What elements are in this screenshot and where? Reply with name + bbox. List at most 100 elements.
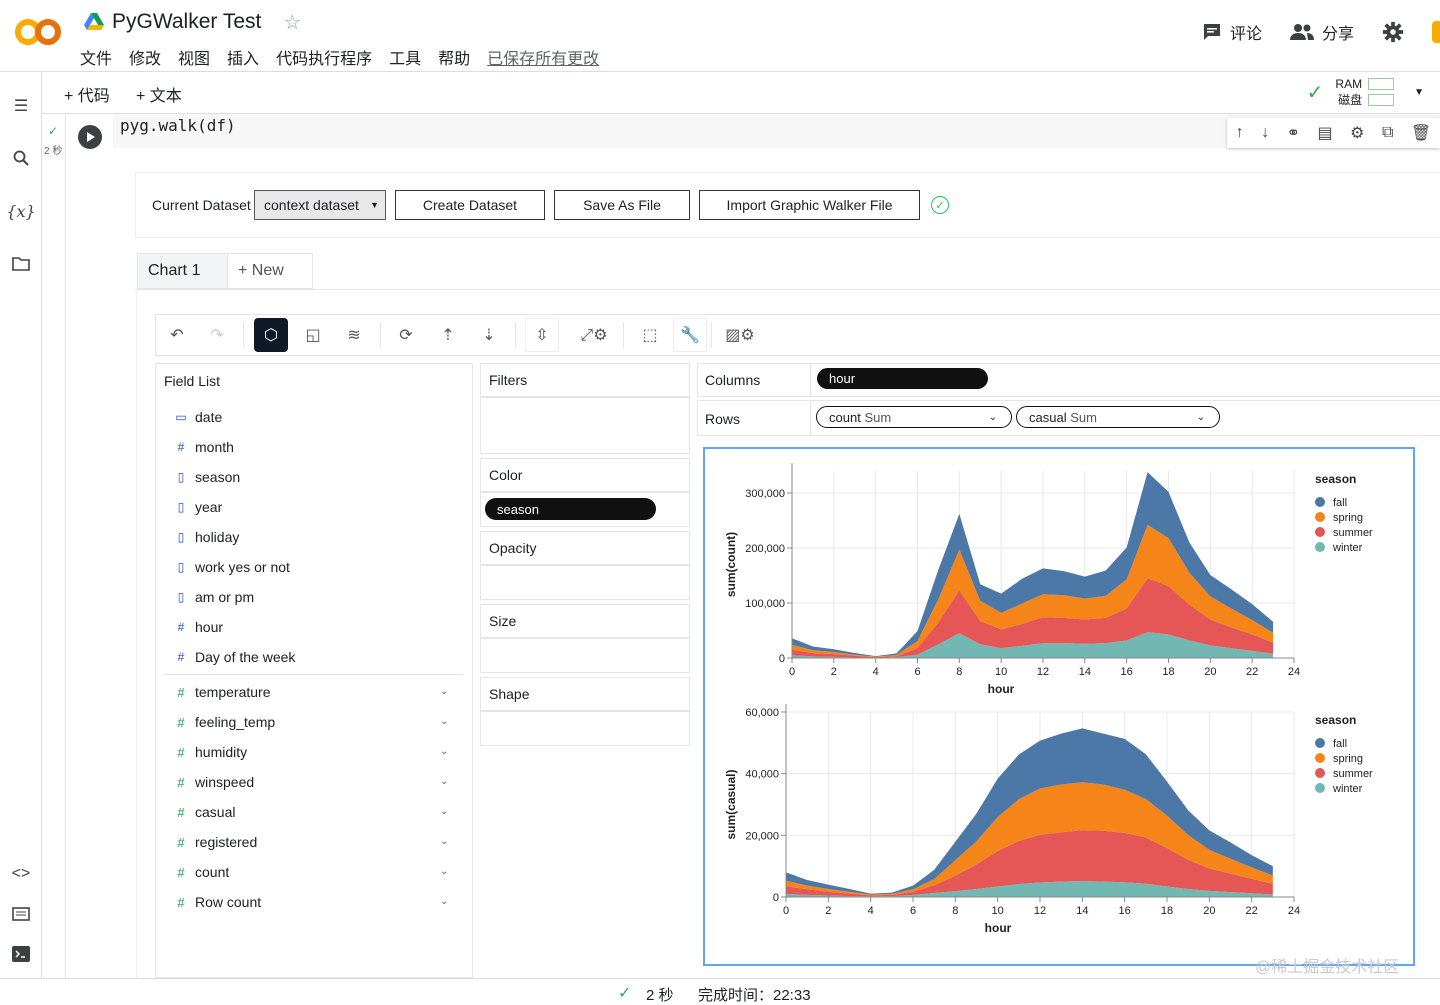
dimension-field[interactable]: ▯ year [175, 499, 223, 515]
rows-field-pill-casual[interactable]: casual Sum ⌄ [1016, 406, 1220, 428]
menu-file[interactable]: 文件 [80, 51, 113, 68]
redo-icon[interactable]: ↷ [210, 327, 224, 344]
delete-cell-icon[interactable]: 🗑 [1410, 125, 1432, 142]
shape-dropzone[interactable] [480, 711, 690, 746]
measure-field[interactable]: # Row count [175, 894, 261, 910]
search-icon[interactable] [9, 146, 33, 170]
opacity-dropzone[interactable] [480, 565, 690, 600]
comment-button[interactable]: 评论 [1202, 20, 1262, 44]
menu-view[interactable]: 视图 [178, 51, 211, 68]
menu-runtime[interactable]: 代码执行程序 [276, 51, 373, 68]
share-button[interactable]: 分享 [1289, 20, 1354, 44]
color-dropzone[interactable] [480, 492, 690, 527]
chevron-down-icon[interactable]: ⌄ [440, 776, 449, 787]
dimension-field[interactable]: # Day of the week [175, 649, 296, 665]
legend-label: spring [1333, 512, 1363, 524]
chevron-down-icon[interactable]: ⌄ [440, 896, 449, 907]
export-image-icon[interactable]: ▨⚙ [725, 327, 755, 344]
chevron-down-icon[interactable]: ⌄ [1196, 411, 1205, 423]
variables-icon[interactable]: {x} [6, 201, 36, 221]
add-code-button[interactable]: + 代码 [64, 88, 110, 105]
wrench-icon[interactable]: 🔧 [673, 318, 707, 352]
menu-edit[interactable]: 修改 [129, 51, 162, 68]
resources-dropdown-icon[interactable]: ▼ [1414, 86, 1424, 98]
menu-insert[interactable]: 插入 [227, 51, 260, 68]
toc-icon[interactable]: ☰ [13, 98, 29, 115]
mirror-cell-icon[interactable]: ⧉ [1381, 124, 1394, 141]
field-label: work yes or not [195, 559, 290, 575]
move-up-icon[interactable]: ↑ [1235, 124, 1244, 141]
code-snippets-icon[interactable]: <> [11, 865, 31, 882]
undo-icon[interactable]: ↶ [170, 327, 184, 344]
saved-status[interactable]: 已保存所有更改 [487, 51, 600, 68]
measure-field[interactable]: # winspeed [175, 774, 254, 790]
chevron-down-icon[interactable]: ⌄ [440, 836, 449, 847]
size-dropzone[interactable] [480, 638, 690, 673]
sort-descending-icon[interactable]: ⇣ [482, 327, 496, 344]
dimension-field[interactable]: ▯ holiday [175, 529, 240, 545]
transpose-icon[interactable]: ⟳ [399, 327, 413, 344]
create-dataset-button[interactable]: Create Dataset [395, 190, 545, 220]
save-as-file-button[interactable]: Save As File [554, 190, 690, 220]
color-field-pill[interactable]: season [485, 498, 656, 520]
chevron-down-icon[interactable]: ⌄ [440, 806, 449, 817]
colab-logo[interactable] [14, 14, 62, 50]
chevron-down-icon[interactable]: ⌄ [440, 866, 449, 877]
settings-icon[interactable] [1382, 21, 1404, 43]
sort-ascending-icon[interactable]: ⇡ [441, 327, 455, 344]
code-editor[interactable] [113, 114, 1440, 148]
chevron-down-icon[interactable]: ⌄ [440, 686, 449, 697]
tab-chart-1[interactable]: Chart 1 [137, 253, 228, 289]
notebook-title[interactable]: PyGWalker Test [112, 10, 262, 33]
legend-swatch [1315, 497, 1325, 507]
measure-field[interactable]: # casual [175, 804, 235, 820]
chevron-down-icon[interactable]: ⌄ [440, 746, 449, 757]
dimension-field[interactable]: ▯ am or pm [175, 589, 254, 605]
filters-dropzone[interactable] [480, 397, 690, 454]
filters-label: Filters [489, 372, 528, 388]
measure-field[interactable]: # feeling_temp [175, 714, 275, 730]
x-tick-label: 12 [1037, 666, 1049, 678]
dimension-field[interactable]: ▯ work yes or not [175, 559, 290, 575]
resources-indicator[interactable]: ✓ RAM 磁盘 ▼ [1307, 76, 1424, 108]
tab-new[interactable]: + New [228, 253, 313, 289]
measure-field[interactable]: # temperature [175, 684, 270, 700]
measure-field[interactable]: # humidity [175, 744, 247, 760]
columns-field-pill[interactable]: hour [817, 368, 988, 389]
chevron-down-icon[interactable]: ⌄ [988, 411, 997, 423]
dimension-field[interactable]: ▭ date [175, 409, 222, 425]
cell-settings-icon[interactable]: ⚙ [1350, 125, 1365, 142]
folder-icon[interactable] [9, 252, 33, 276]
account-avatar[interactable] [1432, 21, 1440, 43]
run-cell-button[interactable] [78, 125, 102, 149]
dimension-field[interactable]: ▯ season [175, 469, 240, 485]
import-file-button[interactable]: Import Graphic Walker File [699, 190, 920, 220]
layers-icon[interactable]: ≋ [347, 327, 361, 344]
dimension-field[interactable]: # hour [175, 619, 223, 635]
mark-type-cube-icon[interactable]: ⬡ [254, 318, 288, 352]
command-palette-icon[interactable] [9, 902, 33, 926]
link-icon[interactable]: ⚭ [1286, 125, 1301, 142]
measure-field[interactable]: # registered [175, 834, 257, 850]
toolbar-separator [243, 322, 244, 348]
axis-resize-icon[interactable]: ⇳ [525, 318, 559, 352]
add-text-button[interactable]: + 文本 [136, 88, 182, 105]
menu-help[interactable]: 帮助 [438, 51, 471, 68]
chart-canvas[interactable]: 0 2 4 6 8 10 12 14 16 18 20 22 240100,000200,000300,… [705, 449, 1413, 964]
terminal-icon[interactable] [9, 942, 33, 966]
star-icon[interactable]: ☆ [283, 11, 302, 34]
hash-icon: # [177, 804, 185, 820]
comment-cell-icon[interactable]: ▤ [1317, 125, 1333, 142]
code-text[interactable]: pyg.walk(df) [120, 116, 236, 135]
chevron-down-icon[interactable]: ⌄ [440, 716, 449, 727]
dimension-field[interactable]: # month [175, 439, 234, 455]
dataset-select[interactable]: context dataset ▼ [254, 190, 386, 220]
measure-field[interactable]: # count [175, 864, 229, 880]
x-tick-label: 18 [1162, 666, 1174, 678]
menu-tools[interactable]: 工具 [389, 51, 422, 68]
stack-mode-icon[interactable]: ◱ [305, 327, 321, 344]
rows-field-pill-count[interactable]: count Sum ⌄ [816, 406, 1012, 428]
brush-select-icon[interactable]: ⬚ [642, 327, 658, 344]
layout-mode-icon[interactable]: ⤢⚙ [580, 327, 608, 344]
move-down-icon[interactable]: ↓ [1261, 124, 1270, 141]
